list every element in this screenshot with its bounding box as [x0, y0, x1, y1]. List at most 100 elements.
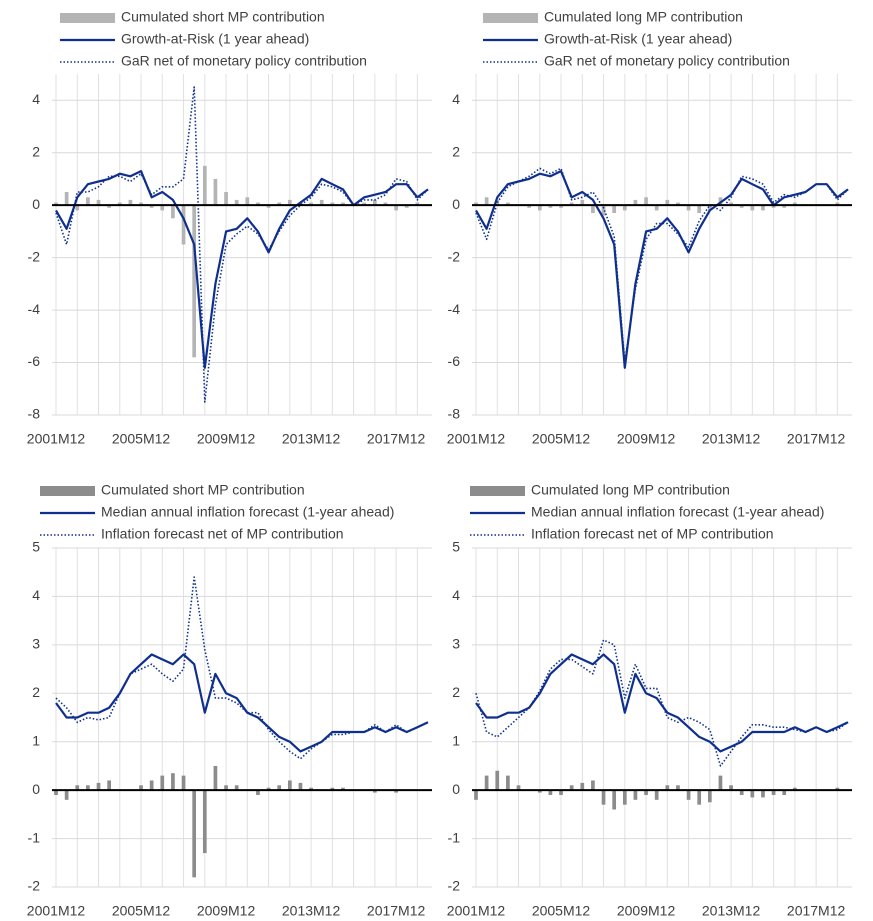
bar: [54, 790, 58, 795]
bar: [707, 790, 712, 803]
x-tick-label: 2017M12: [367, 903, 426, 919]
bar: [149, 205, 154, 208]
bar: [341, 202, 345, 206]
y-tick-label: -1: [448, 829, 461, 845]
bar: [739, 205, 744, 208]
line-series: [55, 576, 429, 760]
bar: [309, 787, 313, 791]
legend-label: Median annual inflation forecast (1-year…: [101, 504, 394, 520]
y-tick-label: 4: [32, 587, 40, 603]
x-tick-label: 2009M12: [197, 431, 256, 447]
bar: [495, 770, 500, 791]
x-tick-label: 2009M12: [197, 903, 256, 919]
bar: [404, 205, 409, 208]
bar: [665, 785, 670, 791]
bar: [676, 785, 680, 791]
y-tick-label: 5: [452, 539, 460, 555]
x-tick-label: 2017M12: [787, 431, 846, 447]
bar: [64, 192, 69, 206]
line-series: [475, 170, 849, 369]
bar: [234, 785, 239, 791]
bar: [591, 205, 595, 214]
bar: [54, 202, 58, 206]
bar: [474, 202, 478, 206]
bar: [192, 790, 197, 878]
bar: [245, 197, 250, 206]
bar: [686, 790, 691, 800]
y-tick-label: 4: [452, 587, 460, 603]
bar: [548, 205, 553, 208]
x-tick-label: 2005M12: [112, 431, 171, 447]
bar: [644, 790, 648, 795]
y-tick-label: -2: [448, 248, 461, 264]
bar: [86, 785, 90, 791]
x-tick-label: 2009M12: [617, 431, 676, 447]
x-tick-label: 2013M12: [702, 903, 761, 919]
bar: [75, 785, 80, 791]
legend-label: GaR net of monetary policy contribution: [544, 53, 790, 69]
bar: [394, 790, 398, 793]
bar: [86, 197, 90, 206]
y-tick-label: 5: [32, 539, 40, 555]
bar: [771, 205, 776, 208]
bar: [591, 780, 595, 791]
legend-label: Cumulated long MP contribution: [531, 482, 730, 498]
bar: [644, 197, 648, 206]
bar: [601, 790, 606, 805]
legend-swatch: [40, 486, 95, 496]
bar: [676, 202, 680, 206]
bar: [117, 202, 122, 206]
bar: [171, 773, 175, 791]
bar: [782, 790, 787, 795]
bar: [697, 205, 702, 214]
bar: [298, 782, 303, 791]
y-tick-label: 1: [452, 732, 460, 748]
x-tick-label: 2001M12: [447, 903, 506, 919]
x-tick-label: 2013M12: [282, 431, 341, 447]
y-tick-label: 0: [452, 196, 460, 212]
y-tick-label: -2: [28, 878, 41, 894]
bar: [506, 775, 510, 791]
bar: [484, 197, 489, 206]
bar: [739, 790, 744, 795]
bar: [537, 205, 542, 211]
panel: -8 -6 -4 -2 0 2 4 2001M12 2005M12 2009M12 2013M12 2…: [447, 9, 852, 447]
bar: [394, 205, 398, 211]
bar: [224, 192, 228, 206]
bar: [266, 787, 271, 791]
bar: [707, 205, 712, 211]
bar: [171, 205, 175, 219]
bar: [319, 199, 324, 206]
bar: [287, 199, 292, 206]
bar: [569, 202, 574, 206]
bar: [96, 199, 101, 206]
line-series: [55, 86, 429, 403]
legend-label: Inflation forecast net of MP contributio…: [531, 526, 774, 542]
bar: [654, 790, 659, 800]
bar: [601, 205, 606, 216]
bar: [128, 199, 133, 206]
bar: [139, 785, 143, 791]
bar: [309, 202, 313, 206]
panel: -2 -1 0 1 2 3 4 5 2001M12 2005M12 2009M12 2013M12 20…: [447, 482, 852, 919]
bar: [559, 205, 563, 208]
y-tick-label: -1: [28, 829, 41, 845]
bar: [224, 785, 228, 791]
bar: [149, 780, 154, 791]
panel: -2 -1 0 1 2 3 4 5 2001M12 2005M12 2009M12 2013M12 20…: [27, 482, 432, 919]
bar: [181, 205, 186, 245]
bar: [362, 202, 367, 206]
bar: [633, 199, 638, 206]
bar: [75, 205, 80, 211]
legend-label: Growth-at-Risk (1 year ahead): [121, 31, 309, 47]
y-tick-label: 2: [32, 684, 40, 700]
y-tick-label: -6: [448, 353, 461, 369]
bar: [771, 790, 776, 795]
legend-swatch: [60, 13, 115, 23]
bar: [633, 790, 638, 800]
bar: [580, 199, 585, 206]
bar: [181, 775, 186, 791]
y-tick-label: 4: [452, 91, 460, 107]
bar: [277, 785, 282, 791]
